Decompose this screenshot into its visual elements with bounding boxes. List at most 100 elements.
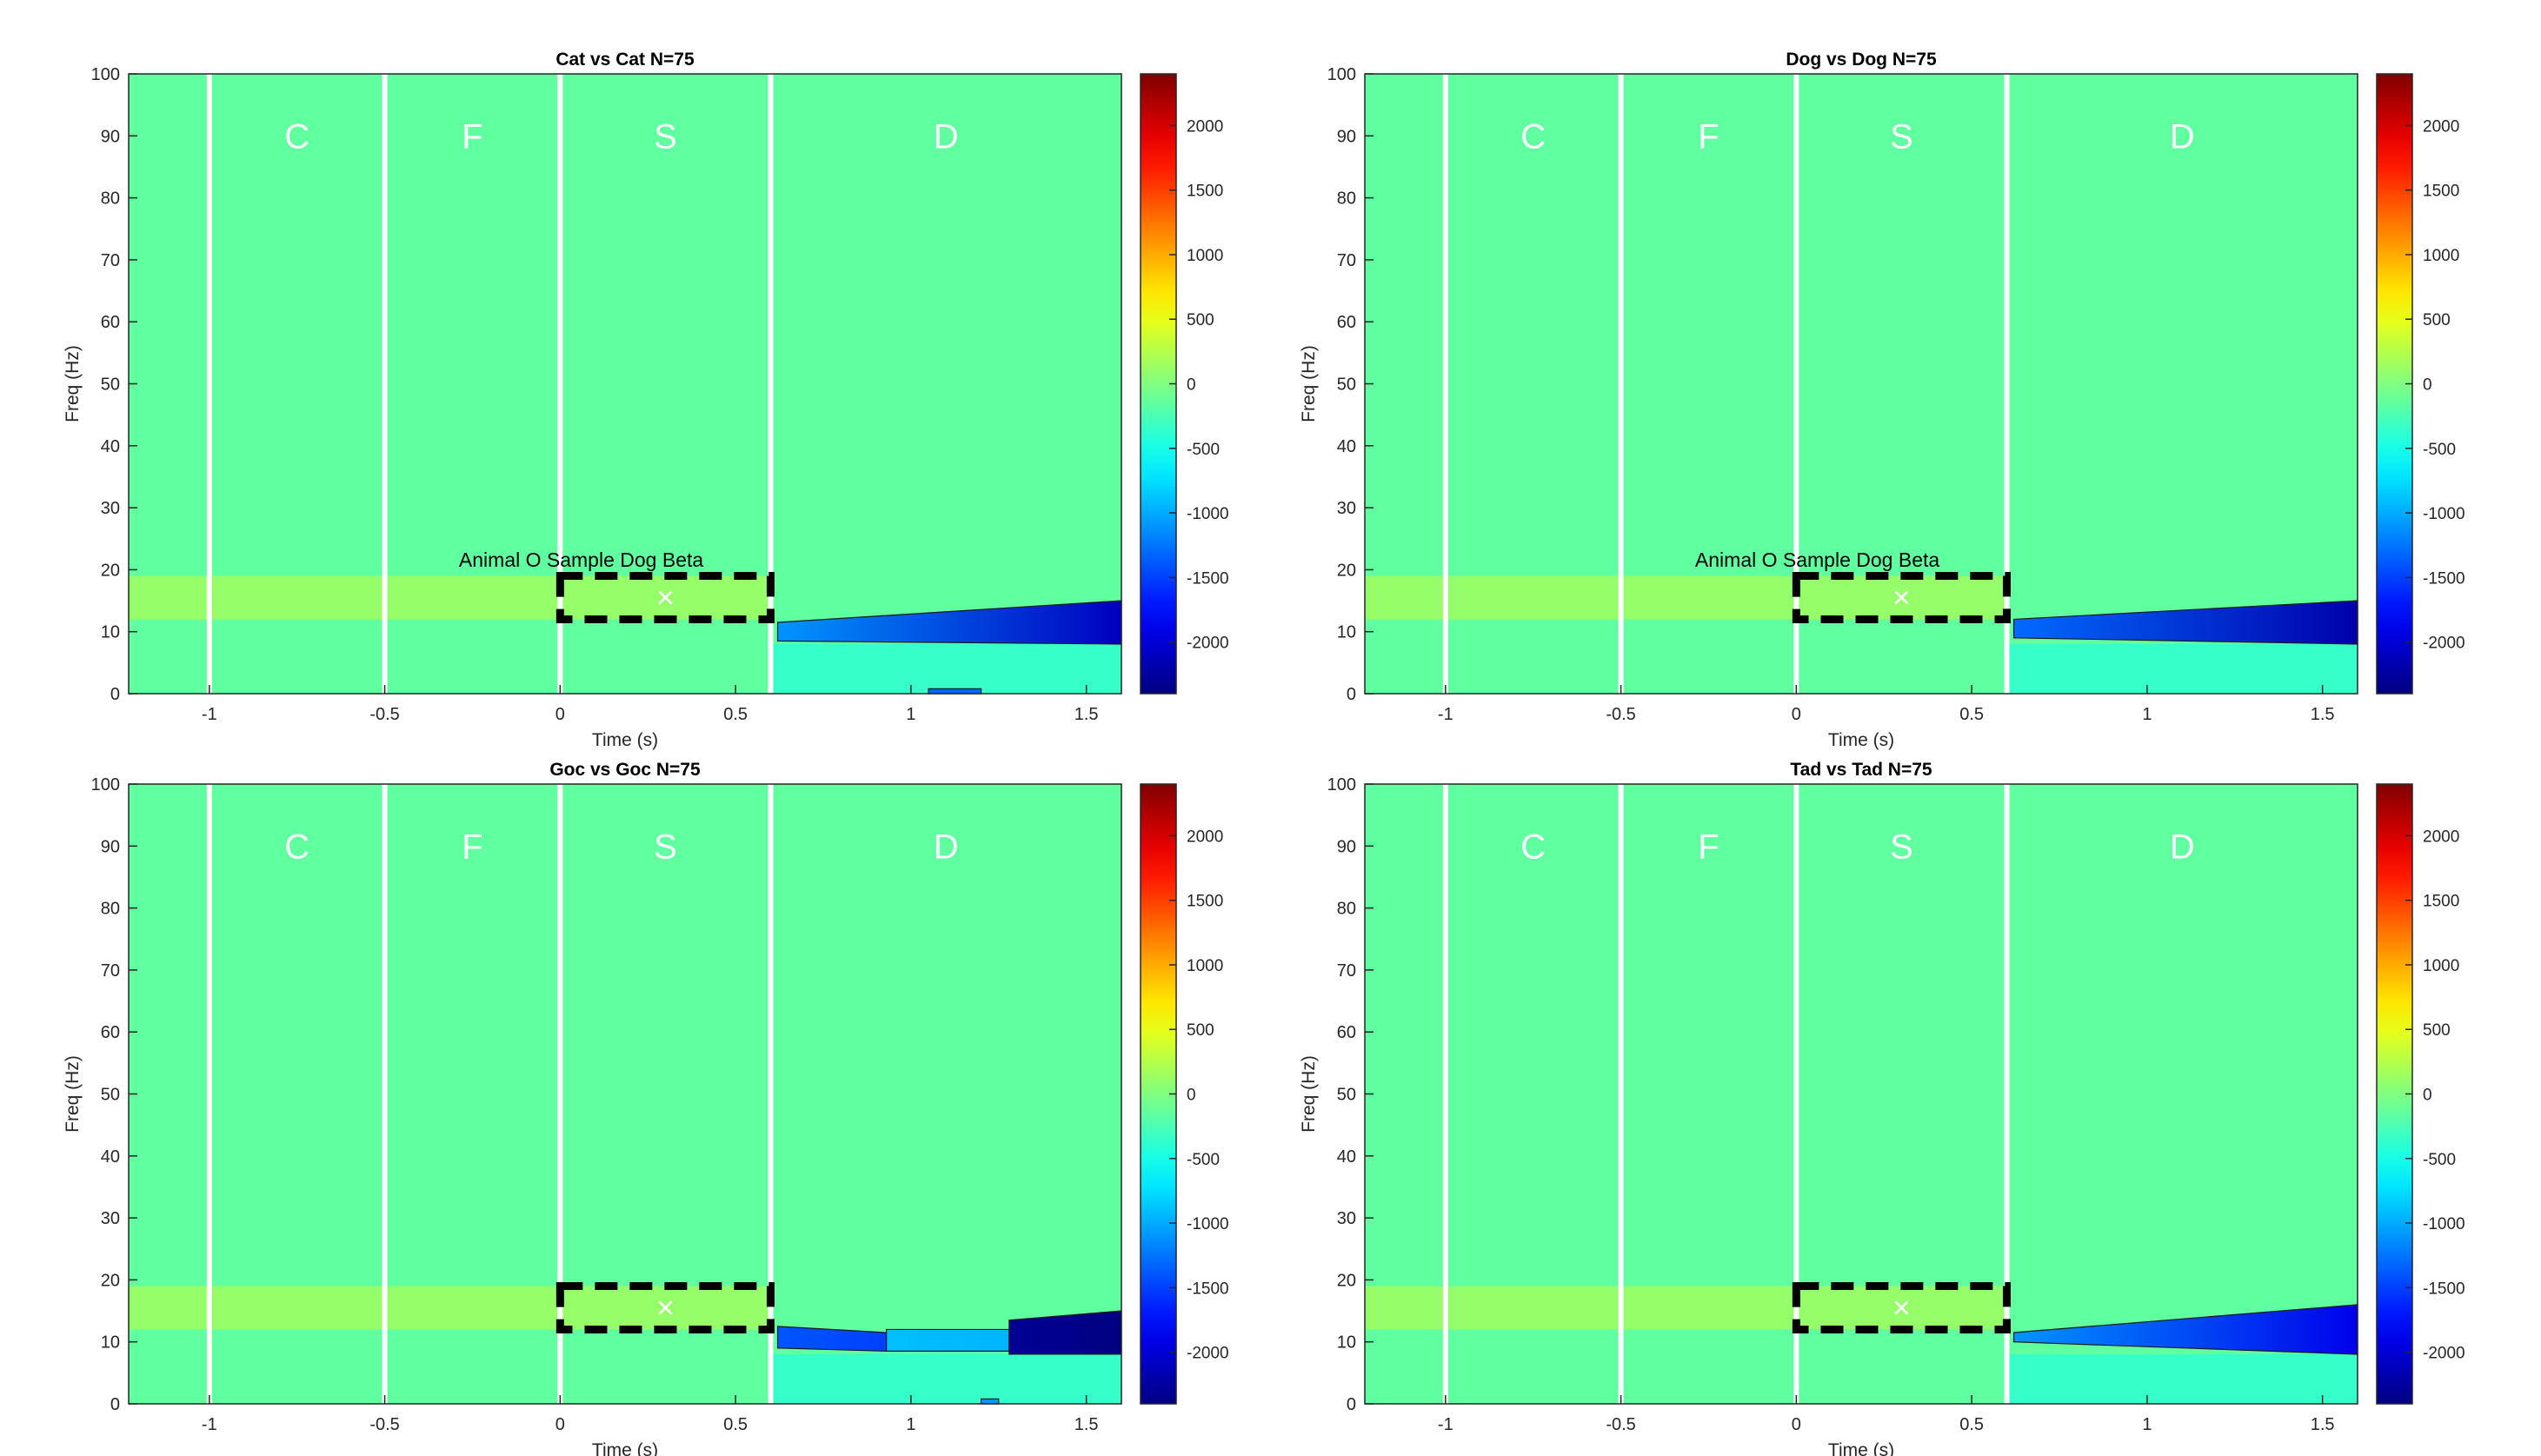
y-axis-label: Freq (Hz) bbox=[63, 345, 83, 422]
colorbar: -2000 -1500 -1000 -500 0 500 1000 1500 2000 bbox=[1140, 783, 1229, 1405]
chart-title: Dog vs Dog N=75 bbox=[1786, 50, 1937, 70]
annotation-text: Animal O Sample Dog Beta bbox=[459, 548, 703, 571]
cluster-region bbox=[980, 1398, 1000, 1405]
cluster-region bbox=[928, 688, 982, 695]
panels: C F S D × Animal O Sample Dog Beta -1 -0.5 0 0.5 1… bbox=[63, 50, 2465, 1456]
colorbar-tick-label: 2000 bbox=[1187, 828, 1223, 846]
phase-label: D bbox=[2170, 117, 2195, 156]
colorbar-tick-label: 1500 bbox=[2423, 893, 2459, 911]
phase-label: S bbox=[654, 828, 677, 866]
phase-label: D bbox=[934, 828, 959, 866]
x-tick-label: 0 bbox=[555, 705, 565, 724]
y-tick-label: 60 bbox=[101, 313, 120, 332]
colorbar: -2000 -1500 -1000 -500 0 500 1000 1500 2000 bbox=[2376, 73, 2465, 695]
colorbar-tick-label: -500 bbox=[2423, 441, 2456, 459]
chart-title: Goc vs Goc N=75 bbox=[549, 760, 701, 780]
x-tick-label: 1.5 bbox=[2311, 705, 2335, 724]
x-tick-label: 1 bbox=[2142, 1415, 2152, 1434]
heatmap-band bbox=[770, 1353, 1121, 1404]
x-tick-label: 0.5 bbox=[723, 705, 748, 724]
panel-1: C F S D × Animal O Sample Dog Beta -1 -0.5 0 0.5 1… bbox=[63, 50, 1229, 750]
x-tick-label: -0.5 bbox=[1606, 705, 1635, 724]
colorbar-tick-label: -1000 bbox=[2423, 1215, 2465, 1233]
y-tick-label: 50 bbox=[101, 1086, 120, 1105]
x-tick-label: -1 bbox=[1438, 705, 1453, 724]
colorbar-tick-label: 500 bbox=[2423, 311, 2451, 329]
x-tick-label: 0 bbox=[555, 1415, 565, 1434]
panel-4: C F S D × -1 -0.5 0 0.5 1 1.5 0 10 20 30 40 50 60 70 80 90 10… bbox=[1299, 760, 2465, 1456]
x-tick-label: 0 bbox=[1792, 705, 1801, 724]
colorbar-tick-label: 500 bbox=[1187, 1021, 1214, 1040]
colorbar-tick-label: 0 bbox=[2423, 1087, 2432, 1105]
x-tick-label: 0.5 bbox=[1959, 705, 1984, 724]
x-tick-label: 0.5 bbox=[1959, 1415, 1984, 1434]
phase-label: F bbox=[1698, 117, 1719, 156]
y-tick-label: 50 bbox=[101, 376, 120, 395]
y-tick-label: 80 bbox=[1337, 189, 1356, 209]
colorbar-tick-label: 1500 bbox=[1187, 893, 1223, 911]
y-tick-label: 20 bbox=[101, 1271, 120, 1290]
y-tick-label: 10 bbox=[1337, 1333, 1356, 1353]
y-tick-label: 90 bbox=[1337, 837, 1356, 856]
colorbar-tick-label: 1500 bbox=[2423, 183, 2459, 201]
phase-label: D bbox=[934, 117, 959, 156]
y-tick-label: 70 bbox=[101, 961, 120, 981]
colorbar-tick-label: -2000 bbox=[2423, 1345, 2465, 1363]
colorbar-tick-label: -1500 bbox=[1187, 1280, 1229, 1298]
x-tick-label: 0.5 bbox=[723, 1415, 748, 1434]
colorbar-tick-label: -1500 bbox=[2423, 1280, 2465, 1298]
y-tick-label: 100 bbox=[91, 775, 120, 794]
y-tick-label: 10 bbox=[101, 1333, 120, 1353]
colorbar-tick-label: 2000 bbox=[2423, 117, 2459, 136]
colorbar-tick-label: -500 bbox=[2423, 1151, 2456, 1169]
y-tick-label: 70 bbox=[1337, 251, 1356, 270]
colorbar-tick-label: 500 bbox=[1187, 311, 1214, 329]
heatmap-band bbox=[2006, 643, 2358, 694]
y-axis-label: Freq (Hz) bbox=[63, 1055, 83, 1133]
x-tick-label: 0 bbox=[1792, 1415, 1801, 1434]
y-tick-label: 0 bbox=[110, 685, 120, 704]
colorbar-tick-label: 0 bbox=[1187, 1087, 1196, 1105]
colorbar-tick-label: -2000 bbox=[2423, 635, 2465, 653]
x-tick-label: -0.5 bbox=[1606, 1415, 1635, 1434]
y-tick-label: 70 bbox=[101, 251, 120, 270]
y-tick-label: 20 bbox=[101, 561, 120, 580]
y-tick-label: 30 bbox=[101, 499, 120, 518]
x-axis-label: Time (s) bbox=[1828, 1440, 1894, 1456]
colorbar-tick-label: -1000 bbox=[1187, 505, 1229, 523]
phase-label: S bbox=[1890, 117, 1913, 156]
colorbar-tick-label: 1500 bbox=[1187, 183, 1223, 201]
panel-2: C F S D × Animal O Sample Dog Beta -1 -0.5 0 0.5 1… bbox=[1299, 50, 2465, 750]
y-tick-label: 50 bbox=[1337, 1086, 1356, 1105]
y-tick-label: 60 bbox=[1337, 313, 1356, 332]
heatmap-band bbox=[770, 643, 1121, 694]
y-tick-label: 30 bbox=[101, 1209, 120, 1228]
y-axis-label: Freq (Hz) bbox=[1299, 1055, 1319, 1133]
colorbar-tick-label: -1000 bbox=[2423, 505, 2465, 523]
y-tick-label: 20 bbox=[1337, 1271, 1356, 1290]
y-tick-label: 90 bbox=[1337, 127, 1356, 146]
y-tick-label: 20 bbox=[1337, 561, 1356, 580]
heatmap-band bbox=[2006, 1353, 2358, 1404]
y-axis-label: Freq (Hz) bbox=[1299, 345, 1319, 422]
colorbar-tick-label: 2000 bbox=[2423, 828, 2459, 846]
heatmap-band bbox=[1365, 1286, 2007, 1330]
y-tick-label: 40 bbox=[1337, 1147, 1356, 1167]
x-tick-label: -0.5 bbox=[369, 1415, 399, 1434]
y-tick-label: 100 bbox=[91, 65, 120, 84]
y-tick-label: 50 bbox=[1337, 376, 1356, 395]
y-tick-label: 30 bbox=[1337, 1209, 1356, 1228]
colorbar-tick-label: -1500 bbox=[1187, 569, 1229, 588]
roi-box bbox=[555, 572, 775, 623]
x-tick-label: -1 bbox=[202, 1415, 217, 1434]
y-tick-label: 70 bbox=[1337, 961, 1356, 981]
colorbar-tick-label: 500 bbox=[2423, 1021, 2451, 1040]
y-tick-label: 90 bbox=[101, 837, 120, 856]
y-tick-label: 40 bbox=[101, 437, 120, 456]
colorbar-tick-label: -2000 bbox=[1187, 635, 1229, 653]
x-tick-label: 1.5 bbox=[2311, 1415, 2335, 1434]
colorbar-tick-label: 0 bbox=[2423, 376, 2432, 395]
y-tick-label: 80 bbox=[101, 900, 120, 919]
colorbar-tick-label: -1500 bbox=[2423, 569, 2465, 588]
